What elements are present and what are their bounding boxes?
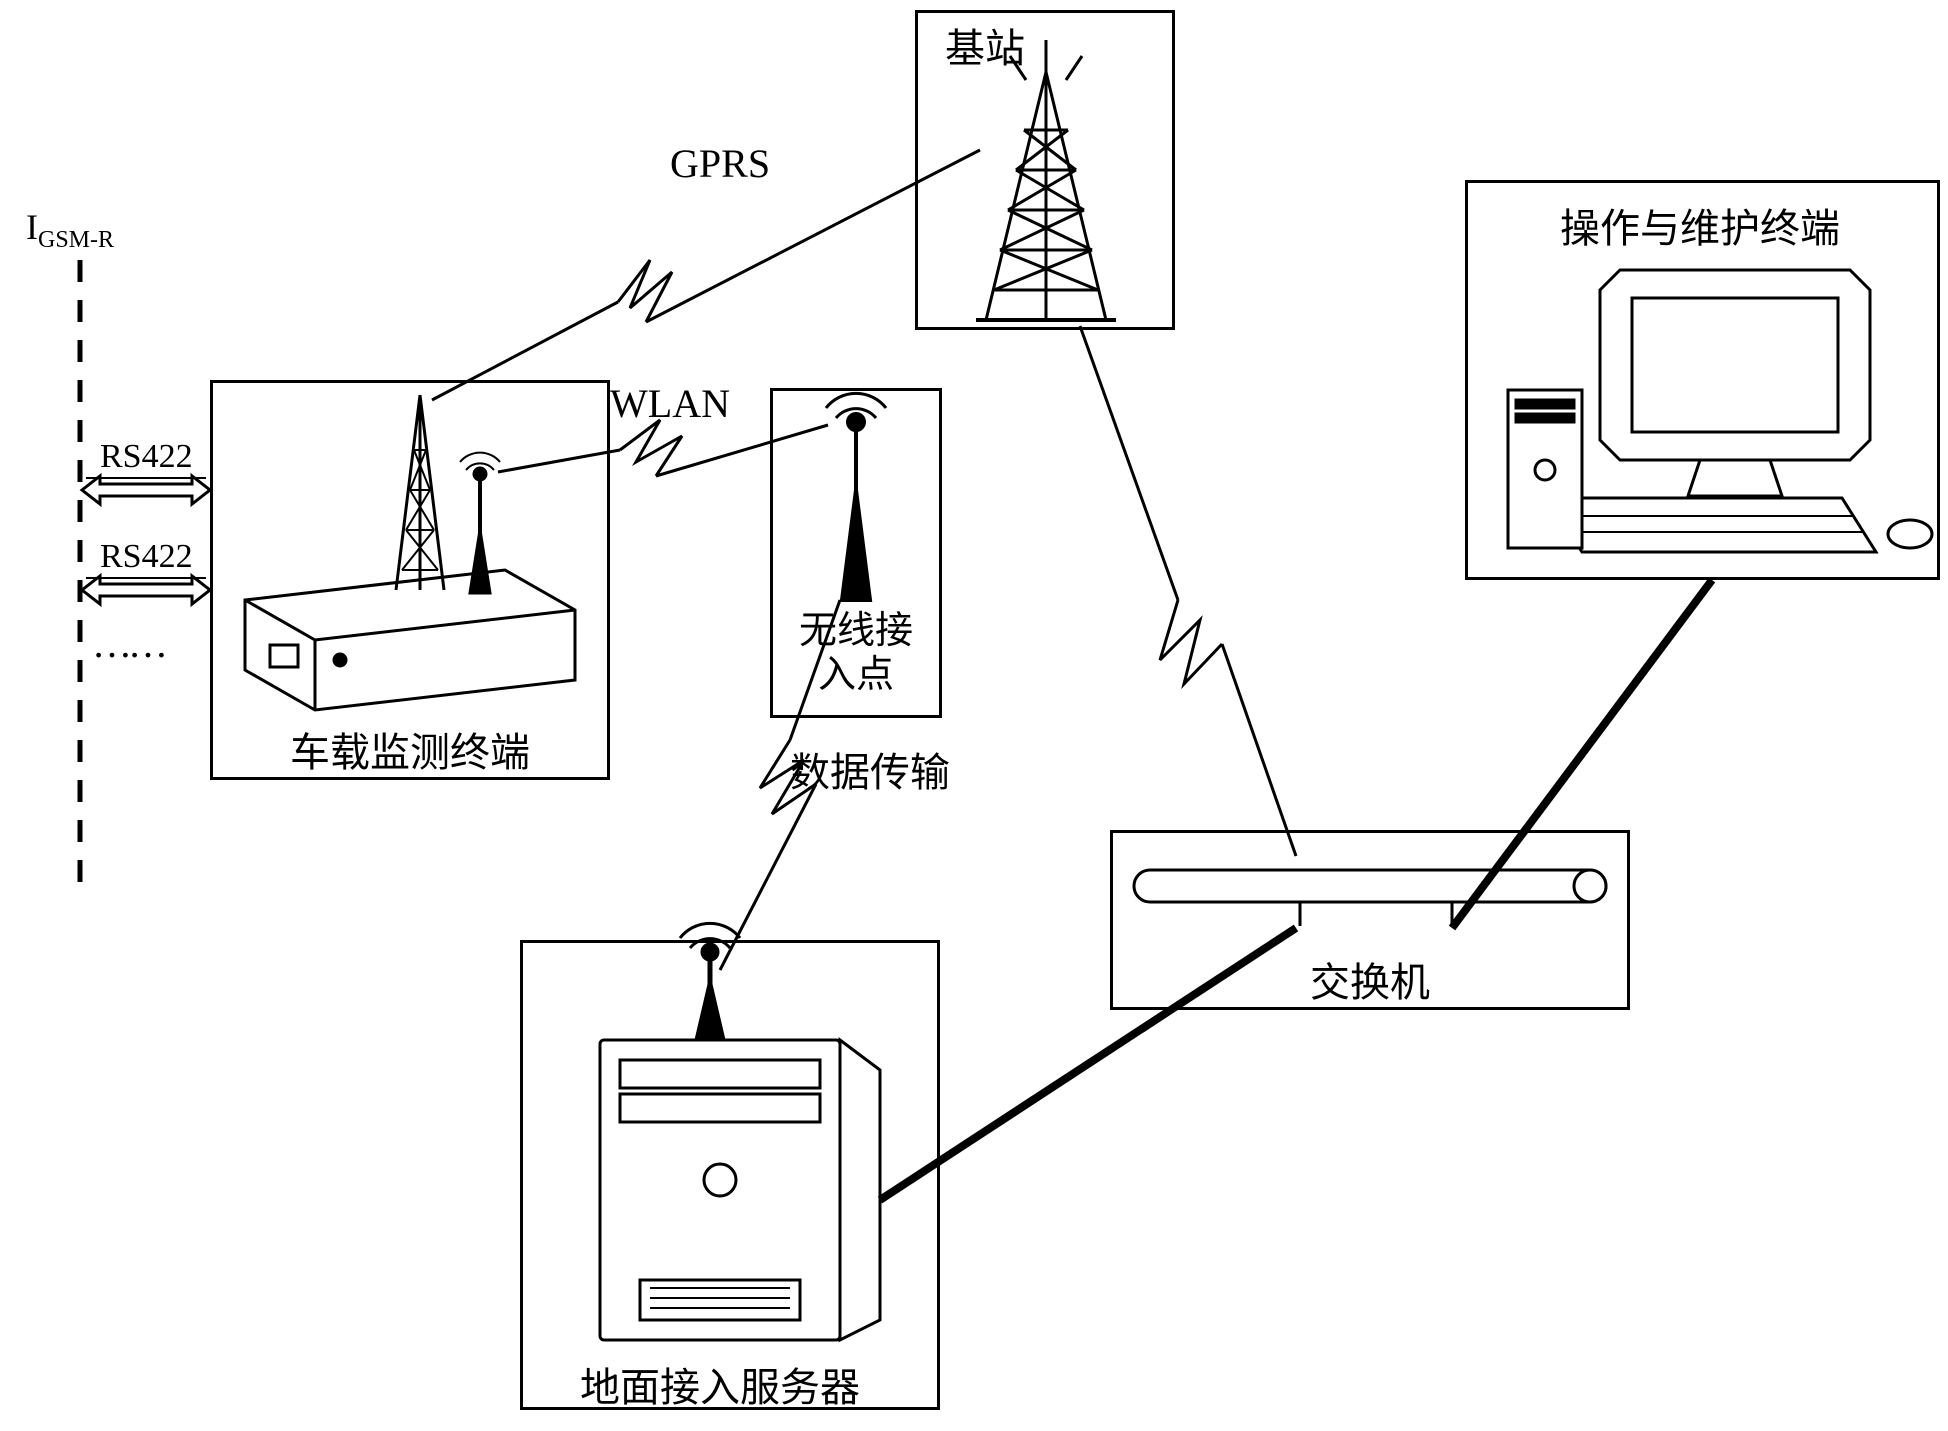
rs422-label-top: RS422 [100,438,193,476]
onboard-label: 车载监测终端 [290,720,530,778]
rs422-label-bottom: RS422 [100,538,193,576]
bs-to-switch-link [1080,326,1296,856]
interface-sub: GSM-R [38,227,114,253]
interface-I: I [26,207,38,247]
wap-label: 无线接 入点 [786,610,926,697]
gprs-link [432,150,980,400]
ground-server-box [520,940,940,1410]
switch-label: 交换机 [1310,950,1430,1008]
base-station-label: 基站 [945,16,1025,74]
omt-label: 操作与维护终端 [1560,196,1840,254]
wap-label-line2: 入点 [818,654,894,696]
gprs-label: GPRS [670,140,770,187]
diagram-canvas: IGSM-R 基站 操作与维护终端 车载监测终端 无线接 入点 数据传输 交换机… [0,0,1948,1431]
wap-label-line1: 无线接 [799,610,913,652]
rs422-arrow-top [82,476,210,504]
interface-label: IGSM-R [26,206,114,254]
interface-ellipsis: …… [92,620,164,667]
data-tx-label: 数据传输 [790,740,950,798]
rs422-arrow-bottom [82,576,210,604]
wlan-label: WLAN [610,380,730,427]
ground-server-label: 地面接入服务器 [580,1355,860,1413]
